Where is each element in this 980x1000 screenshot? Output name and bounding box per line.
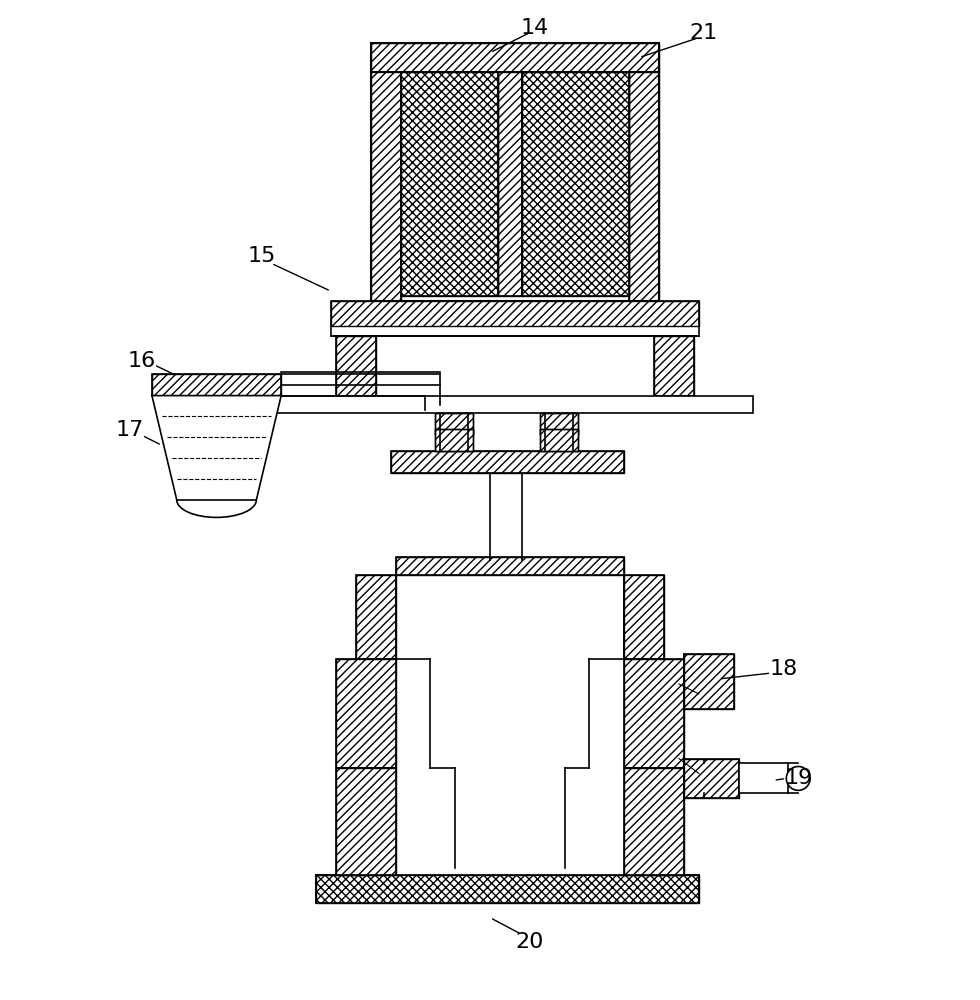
Bar: [370, 72, 401, 301]
Bar: [336, 768, 396, 875]
Bar: [370, 43, 659, 72]
Bar: [521, 72, 629, 296]
Bar: [540, 429, 577, 451]
Bar: [540, 413, 577, 435]
Polygon shape: [152, 396, 281, 500]
Bar: [187, 396, 754, 413]
Bar: [435, 429, 473, 451]
Bar: [498, 72, 521, 296]
Bar: [624, 659, 684, 768]
Bar: [629, 72, 659, 301]
Bar: [152, 374, 281, 396]
Bar: [684, 654, 734, 709]
Bar: [435, 413, 473, 435]
Bar: [435, 413, 473, 435]
Bar: [391, 451, 624, 473]
Bar: [396, 557, 624, 575]
Bar: [336, 336, 375, 396]
Circle shape: [786, 766, 810, 790]
Text: 18: 18: [769, 659, 798, 679]
Bar: [391, 451, 624, 473]
Bar: [336, 659, 396, 768]
Bar: [356, 575, 396, 659]
Bar: [624, 575, 664, 659]
Text: 19: 19: [784, 768, 812, 788]
Bar: [684, 654, 734, 709]
Text: 21: 21: [690, 23, 718, 43]
Bar: [370, 43, 659, 72]
Bar: [624, 659, 684, 768]
Bar: [370, 72, 401, 301]
Bar: [316, 875, 699, 903]
Bar: [336, 336, 375, 396]
Bar: [336, 768, 396, 875]
Text: 20: 20: [515, 932, 544, 952]
Bar: [654, 336, 694, 396]
Text: 15: 15: [247, 246, 275, 266]
Bar: [629, 72, 659, 301]
Bar: [684, 759, 739, 798]
Bar: [401, 72, 498, 296]
Bar: [356, 575, 396, 659]
Bar: [435, 429, 473, 451]
Bar: [336, 659, 396, 768]
Text: 17: 17: [116, 420, 144, 440]
Bar: [316, 875, 699, 903]
Bar: [396, 557, 624, 575]
Bar: [521, 72, 629, 296]
Bar: [331, 301, 699, 326]
Bar: [624, 768, 684, 875]
Bar: [152, 374, 281, 396]
Bar: [331, 301, 699, 336]
Bar: [540, 413, 577, 435]
Bar: [498, 72, 521, 296]
Bar: [739, 763, 788, 793]
Bar: [654, 336, 694, 396]
Bar: [401, 72, 498, 296]
Bar: [684, 759, 739, 798]
Text: 14: 14: [520, 18, 549, 38]
Bar: [624, 575, 664, 659]
Bar: [370, 43, 659, 301]
Bar: [624, 768, 684, 875]
Text: 16: 16: [127, 351, 156, 371]
Bar: [540, 429, 577, 451]
